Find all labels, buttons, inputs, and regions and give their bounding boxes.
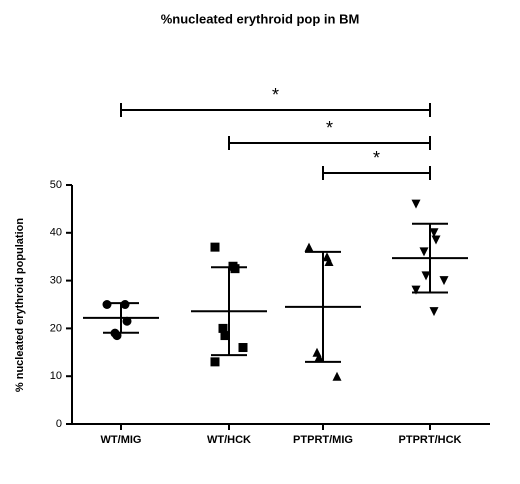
point (218, 323, 228, 333)
point (304, 242, 314, 252)
point (411, 285, 421, 295)
point (122, 316, 132, 326)
point (439, 276, 449, 286)
y-tick-label: 10 (50, 370, 62, 382)
point (210, 357, 220, 367)
point (220, 331, 230, 341)
y-tick-label: 30 (50, 275, 62, 287)
x-tick-label: PTPRT/MIG (293, 434, 353, 446)
significance-label: * (326, 118, 333, 138)
x-tick-label: WT/MIG (101, 434, 142, 446)
y-axis-label: % nucleated erythroid population (14, 218, 26, 392)
x-tick-label: PTPRT/HCK (399, 434, 462, 446)
y-tick-label: 0 (56, 418, 62, 430)
point (421, 271, 431, 281)
point (230, 264, 240, 274)
y-tick-label: 40 (50, 227, 62, 239)
x-tick-label: WT/HCK (207, 434, 251, 446)
point (332, 371, 342, 381)
point (238, 343, 248, 353)
y-tick-label: 50 (50, 179, 62, 191)
point (210, 242, 220, 252)
point (419, 247, 429, 257)
point (431, 235, 441, 245)
point (324, 256, 334, 266)
point (102, 300, 112, 309)
y-tick-label: 20 (50, 322, 62, 334)
point (314, 352, 324, 362)
point (429, 228, 439, 238)
point (429, 307, 439, 317)
point (411, 199, 421, 209)
significance-label: * (373, 148, 380, 168)
chart-title: %nucleated erythroid pop in BM (161, 11, 360, 26)
significance-label: * (272, 85, 279, 105)
